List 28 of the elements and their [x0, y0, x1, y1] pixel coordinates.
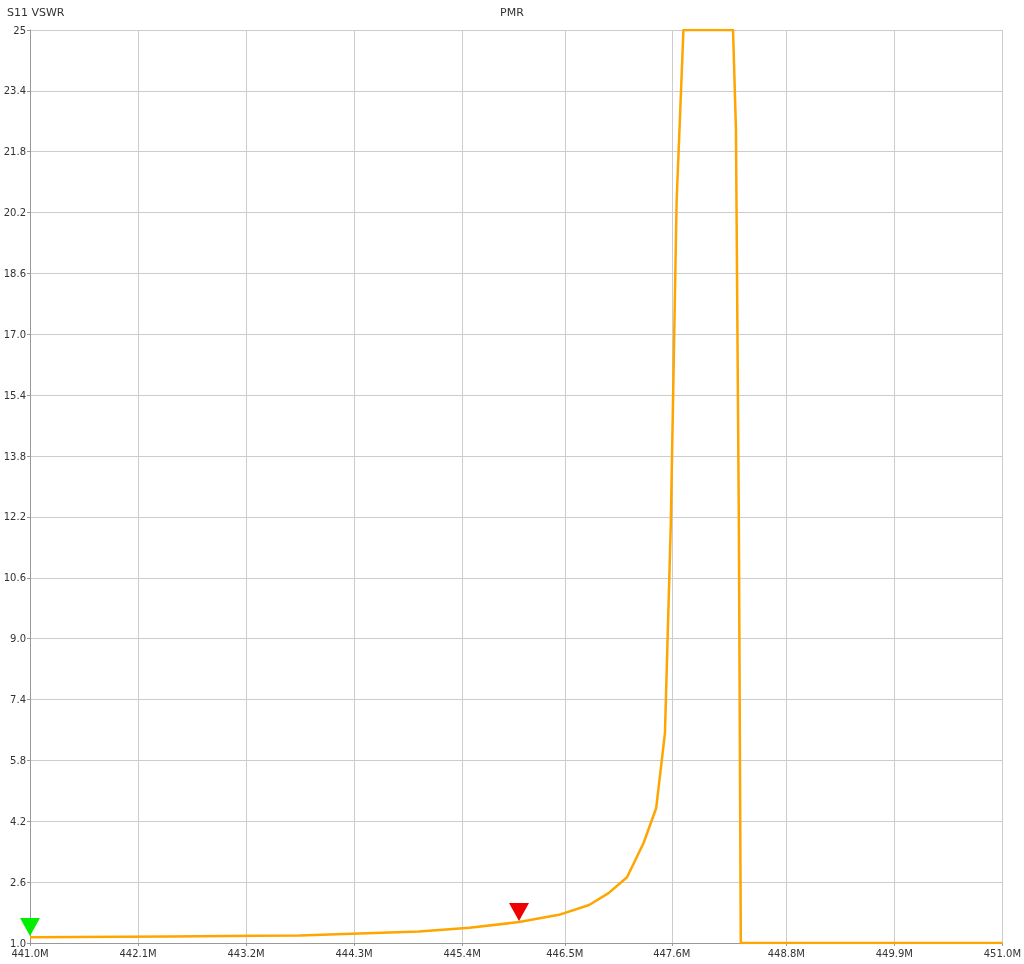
- x-tick-label: 446.5M: [546, 947, 584, 959]
- y-tick-label: 23.4: [3, 85, 26, 97]
- x-tick-label: 449.9M: [875, 947, 913, 959]
- y-tick-label: 7.4: [10, 694, 26, 706]
- y-tick-label: 21.8: [3, 146, 26, 158]
- x-tick-label: 448.8M: [767, 947, 805, 959]
- y-tick-label: 1.0: [10, 937, 26, 949]
- y-tick-label: 17.0: [3, 328, 26, 340]
- y-tick-label: 9.0: [10, 633, 26, 645]
- y-tick-label: 15.4: [3, 389, 26, 401]
- y-tick-label: 10.6: [3, 572, 26, 584]
- x-tick-label: 443.2M: [227, 947, 265, 959]
- y-tick-label: 18.6: [3, 267, 26, 279]
- y-tick-label: 20.2: [3, 207, 26, 219]
- x-tick-label: 447.6M: [653, 947, 691, 959]
- x-tick-label: 445.4M: [443, 947, 481, 959]
- x-tick-label: 441.0M: [11, 947, 49, 959]
- y-axis-title: S11 VSWR: [7, 6, 65, 19]
- x-tick-label: 451.0M: [983, 947, 1021, 959]
- y-tick-label: 12.2: [3, 511, 26, 523]
- y-tick-label: 13.8: [3, 450, 26, 462]
- y-tick-label: 25: [13, 24, 26, 36]
- y-tick-label: 4.2: [10, 815, 26, 827]
- y-tick-label: 2.6: [10, 876, 26, 888]
- y-tick-label: 5.8: [10, 754, 26, 766]
- chart-title: PMR: [500, 6, 525, 19]
- x-tick-label: 444.3M: [335, 947, 373, 959]
- x-tick-label: 442.1M: [119, 947, 157, 959]
